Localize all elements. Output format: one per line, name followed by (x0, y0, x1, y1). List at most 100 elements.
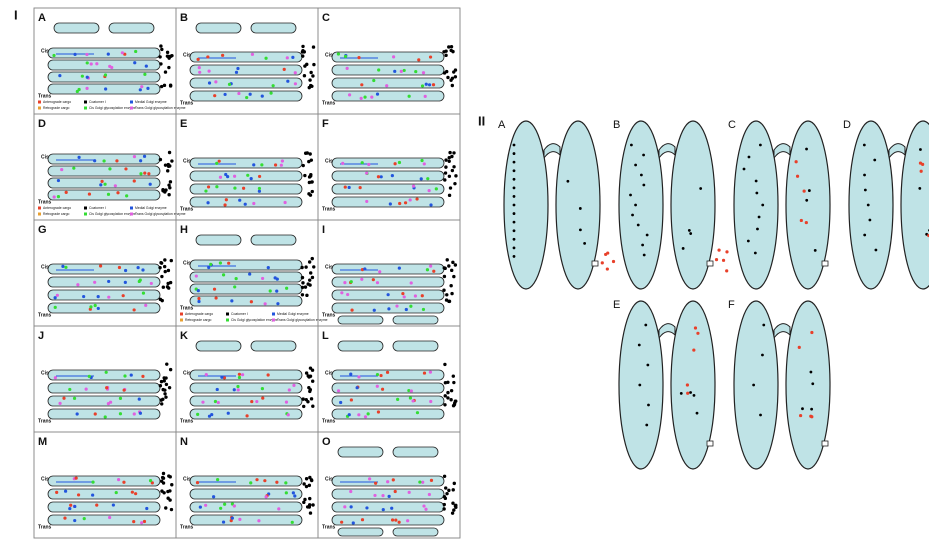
cargo-dot (54, 296, 57, 299)
cargo-dot (88, 375, 91, 378)
marker-dot (868, 219, 871, 222)
legend-swatch (38, 213, 41, 216)
cargo-dot (122, 294, 125, 297)
cargo-dot (344, 55, 347, 58)
cargo-dot (361, 161, 364, 164)
coatomer-dot (166, 51, 169, 54)
red-dot (805, 221, 808, 224)
cargo-dot (410, 389, 413, 392)
cargo-dot (206, 201, 209, 204)
legend-text: Medial Golgi enzyme (135, 206, 167, 210)
cargo-dot (227, 412, 230, 415)
coatomer-dot (454, 68, 457, 71)
marker-dot (689, 232, 692, 235)
coatomer-dot (443, 178, 446, 181)
cargo-dot (368, 477, 371, 480)
marker-dot (754, 252, 757, 255)
cargo-dot (350, 280, 353, 283)
cargo-dot (428, 83, 431, 86)
bridge (774, 144, 790, 158)
marker-dot (759, 414, 762, 417)
coatomer-dot (158, 266, 161, 269)
cargo-dot (85, 87, 88, 90)
cargo-dot (285, 287, 288, 290)
cargo-dot (421, 481, 424, 484)
marker-dot (513, 161, 516, 164)
cargo-dot (215, 162, 218, 165)
coatomer-dot (446, 76, 449, 79)
red-dot (696, 332, 699, 335)
coatomer-dot (311, 369, 314, 372)
panel-letter: A (38, 12, 46, 24)
coatomer-dot (160, 402, 163, 405)
coatomer-dot (309, 511, 312, 514)
legend-swatch (180, 313, 183, 316)
cargo-dot (245, 414, 248, 417)
cargo-dot (124, 281, 127, 284)
cargo-dot (424, 95, 427, 98)
cis-label: Cis (325, 158, 333, 164)
cargo-dot (426, 268, 429, 271)
cargo-dot (391, 518, 394, 521)
cargo-dot (250, 400, 253, 403)
panel-letter: N (180, 436, 188, 448)
marker-dot (808, 189, 811, 192)
marker-dot (863, 234, 866, 237)
cargo-dot (149, 479, 152, 482)
marker-dot (579, 207, 582, 210)
cargo-dot (275, 290, 278, 293)
coatomer-dot (161, 476, 164, 479)
cargo-dot (367, 412, 370, 415)
coatomer-dot (308, 260, 311, 263)
marker-dot (761, 354, 764, 357)
vesicle-cisterna (338, 528, 383, 536)
trans-label: Trans (180, 524, 194, 530)
coatomer-dot (303, 174, 306, 177)
marker-dot (630, 144, 633, 147)
coatomer-dot (164, 506, 167, 509)
cargo-dot (90, 62, 93, 65)
cargo-dot (216, 478, 219, 481)
cargo-dot (86, 61, 89, 64)
marker-dot (811, 382, 814, 385)
cargo-dot (227, 262, 230, 265)
cargo-dot (223, 203, 226, 206)
cargo-dot (197, 289, 200, 292)
cargo-dot (363, 96, 366, 99)
coatomer-dot (160, 48, 163, 51)
cargo-dot (422, 71, 425, 74)
coatomer-dot (308, 78, 311, 81)
cargo-dot (293, 494, 296, 497)
coatomer-dot (447, 300, 450, 303)
red-dot (692, 348, 695, 351)
cargo-dot (286, 56, 289, 59)
marker-dot (693, 394, 696, 397)
cargo-dot (424, 508, 427, 511)
coatomer-dot (452, 151, 455, 154)
coatomer-dot (444, 381, 447, 384)
cargo-dot (267, 266, 270, 269)
cargo-dot (104, 87, 107, 90)
vesicle-cisterna (196, 341, 241, 351)
cargo-dot (78, 88, 81, 91)
cis-label: Cis (41, 370, 49, 376)
cargo-dot (346, 293, 349, 296)
cargo-dot (133, 179, 136, 182)
marker-dot (814, 249, 817, 252)
cargo-dot (377, 410, 380, 413)
cargo-dot (138, 398, 141, 401)
cargo-dot (372, 278, 375, 281)
legend-swatch (84, 213, 87, 216)
coatomer-dot (166, 169, 169, 172)
legend-swatch (38, 101, 41, 104)
coatomer-dot (167, 193, 170, 196)
cargo-dot (337, 52, 340, 55)
coatomer-dot (302, 501, 305, 504)
pore (592, 261, 598, 266)
marker-dot (805, 199, 808, 202)
marker-dot (629, 194, 632, 197)
cargo-dot (97, 307, 100, 310)
cisterna (48, 84, 160, 94)
cargo-dot (398, 267, 401, 270)
cisterna-left (504, 121, 548, 289)
